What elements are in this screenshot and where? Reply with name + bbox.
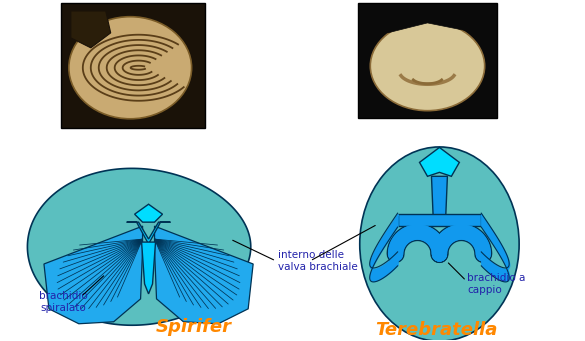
- Ellipse shape: [69, 17, 192, 119]
- Polygon shape: [154, 226, 253, 324]
- Polygon shape: [126, 222, 170, 244]
- Polygon shape: [44, 226, 143, 324]
- Polygon shape: [398, 214, 481, 226]
- Ellipse shape: [360, 147, 519, 341]
- Polygon shape: [142, 242, 156, 294]
- Polygon shape: [135, 204, 163, 222]
- Polygon shape: [358, 3, 497, 118]
- Polygon shape: [419, 147, 459, 176]
- Text: brachidio a
cappio: brachidio a cappio: [467, 273, 526, 295]
- Text: Terebratella: Terebratella: [375, 321, 498, 339]
- Polygon shape: [61, 3, 205, 128]
- Polygon shape: [378, 8, 477, 33]
- Polygon shape: [432, 176, 448, 224]
- Polygon shape: [71, 11, 111, 48]
- Text: Spirifer: Spirifer: [156, 318, 232, 336]
- Polygon shape: [27, 168, 251, 325]
- Text: interno delle
valva brachiale: interno delle valva brachiale: [278, 250, 358, 272]
- Text: brachidio
spiralato: brachidio spiralato: [39, 291, 87, 313]
- Ellipse shape: [370, 21, 484, 111]
